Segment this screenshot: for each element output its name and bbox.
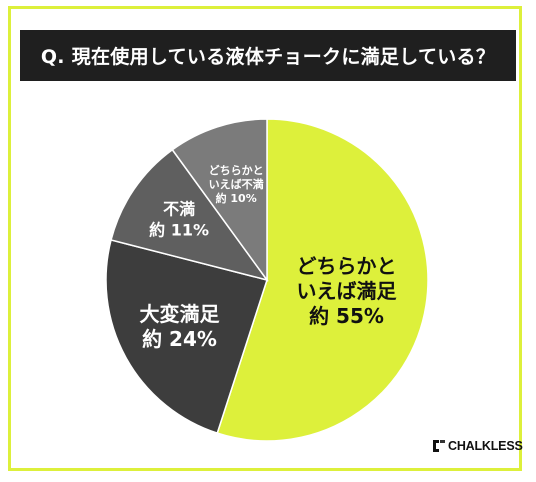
brand-logo: CHALKLESS — [432, 438, 523, 454]
slice-value-label-1: 約 55% — [309, 304, 384, 328]
pie-slice-2 — [105, 239, 268, 435]
slice-value-label-3: 約 11% — [149, 220, 209, 239]
brand-name: CHALKLESS — [448, 439, 523, 453]
slice-category-label-2: 大変満足 — [140, 302, 221, 326]
chalkless-logo-icon — [433, 440, 445, 452]
question-banner: Q. 現在使用している液体チョークに満足している？ — [20, 30, 516, 81]
slice-category-label-3: 不満 — [163, 199, 195, 218]
pie-slice-3 — [110, 148, 269, 282]
pie-slice-1 — [216, 118, 429, 442]
chart-frame — [8, 6, 522, 471]
slice-value-label-4: 約 10% — [216, 191, 257, 205]
slice-value-label-2: 約 24% — [142, 327, 217, 351]
pie-slice-4 — [171, 118, 268, 283]
slice-category-label-4: いえば不満 — [209, 177, 264, 191]
slice-category-label-1: どちらかと — [297, 254, 397, 278]
slice-category-label-4: どちらかと — [209, 164, 264, 177]
slice-category-label-1: いえば満足 — [297, 279, 398, 303]
